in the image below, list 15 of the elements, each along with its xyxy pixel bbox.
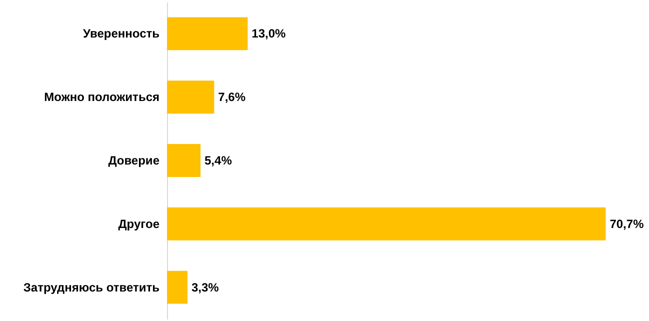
bar [167,17,248,50]
y-tick-label: Другое [118,216,160,231]
data-label: 13,0% [252,26,286,41]
bar [167,270,188,304]
data-label: 7,6% [218,90,246,104]
bar [167,144,201,177]
data-label: 70,7% [610,216,644,231]
bar [167,80,214,114]
y-tick-label: Затрудняюсь ответить [23,280,160,294]
y-tick-label: Доверие [108,154,160,168]
y-tick-label: Можно положиться [44,90,160,104]
data-label: 5,4% [204,154,232,168]
bar [167,207,606,240]
y-tick-label: Уверенность [83,26,160,41]
data-label: 3,3% [191,280,220,294]
